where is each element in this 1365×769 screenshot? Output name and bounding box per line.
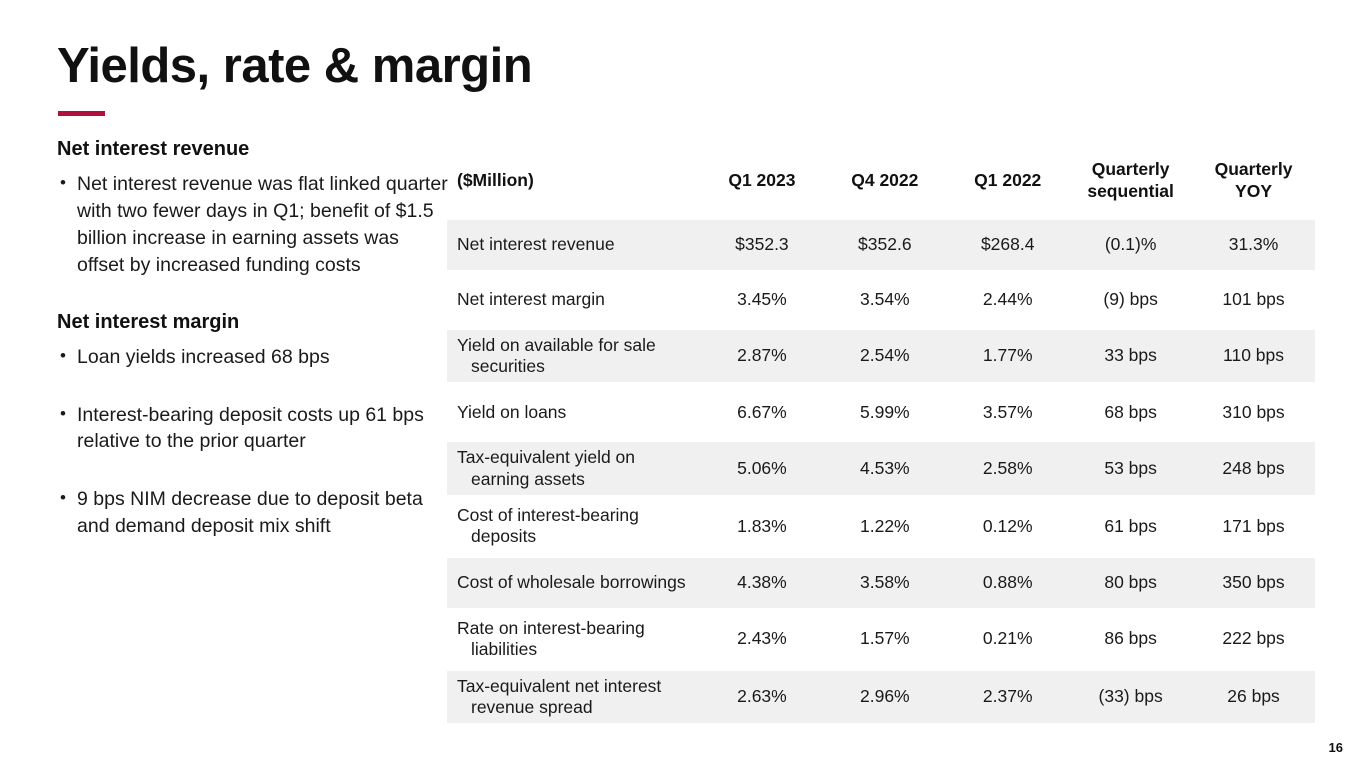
yields-table-body: Net interest revenue $352.3 $352.6 $268.4 (0… <box>447 219 1315 724</box>
section-net-interest-revenue: Net interest revenue Net interest revenu… <box>57 138 449 279</box>
row-value: 2.58% <box>946 442 1070 496</box>
row-value: 2.37% <box>946 670 1070 724</box>
row-value: 2.44% <box>946 274 1070 325</box>
table-row: Net interest revenue $352.3 $352.6 $268.4 (0… <box>447 219 1315 270</box>
table-row: Cost of wholesale borrowings 4.38% 3.58% 0.… <box>447 557 1315 608</box>
row-value: $268.4 <box>946 219 1070 270</box>
page-title: Yields, rate & margin <box>57 39 533 93</box>
table-row: Tax-equivalent net interest revenue spre… <box>447 670 1315 724</box>
row-value: 0.21% <box>946 612 1070 666</box>
table-row: Rate on interest-bearing liabilities 2.43… <box>447 612 1315 666</box>
row-label: Cost of wholesale borrowings <box>447 557 701 608</box>
row-value: 68 bps <box>1069 387 1193 438</box>
bullet-item: Loan yields increased 68 bps <box>57 344 449 371</box>
row-value: 2.54% <box>823 329 947 383</box>
row-value: 3.45% <box>700 274 824 325</box>
row-label: Yield on available for sale securities <box>447 329 701 383</box>
row-value: 2.96% <box>823 670 947 724</box>
bullet-item: 9 bps NIM decrease due to deposit beta a… <box>57 486 449 540</box>
col-header-quarterly-yoy: Quarterly YOY <box>1214 159 1293 201</box>
row-value: 171 bps <box>1192 500 1315 553</box>
yields-table: ($Million) Q1 2023 Q4 2022 Q1 2022 Quart… <box>447 148 1315 728</box>
section-net-interest-margin: Net interest margin Loan yields increase… <box>57 311 449 541</box>
row-label: Yield on loans <box>447 387 701 438</box>
row-value: 310 bps <box>1192 387 1315 438</box>
bullet-list: Loan yields increased 68 bps Interest-bea… <box>57 344 449 541</box>
row-label: Cost of interest-bearing deposits <box>447 500 701 553</box>
row-value: 5.99% <box>823 387 947 438</box>
row-value: 3.54% <box>823 274 947 325</box>
row-value: $352.3 <box>700 219 824 270</box>
row-value: 80 bps <box>1069 557 1193 608</box>
row-value: 53 bps <box>1069 442 1193 496</box>
row-value: 33 bps <box>1069 329 1193 383</box>
commentary-panel: Net interest revenue Net interest revenu… <box>57 138 449 572</box>
row-label: Net interest revenue <box>447 219 701 270</box>
table-row: Tax-equivalent yield on earning assets 5.… <box>447 442 1315 496</box>
col-header-q4-2022: Q4 2022 <box>851 169 919 190</box>
row-value: 248 bps <box>1192 442 1315 496</box>
row-value: 110 bps <box>1192 329 1315 383</box>
row-label: Net interest margin <box>447 274 701 325</box>
row-value: 5.06% <box>700 442 824 496</box>
row-value: 86 bps <box>1069 612 1193 666</box>
table-row: Yield on loans 6.67% 5.99% 3.57% 68 bps 310 b… <box>447 387 1315 438</box>
row-value: 1.77% <box>946 329 1070 383</box>
table-row: Yield on available for sale securities 2.… <box>447 329 1315 383</box>
col-header-q1-2023: Q1 2023 <box>728 169 796 190</box>
row-value: 2.63% <box>700 670 824 724</box>
row-value: 3.58% <box>823 557 947 608</box>
row-value: (0.1)% <box>1069 219 1193 270</box>
row-value: 4.38% <box>700 557 824 608</box>
row-label: Rate on interest-bearing liabilities <box>447 612 701 666</box>
row-label: Tax-equivalent net interest revenue spre… <box>447 670 701 724</box>
row-value: 1.57% <box>823 612 947 666</box>
page-number: 16 <box>1328 740 1343 755</box>
row-value: 2.43% <box>700 612 824 666</box>
bullet-list: Net interest revenue was flat linked qua… <box>57 171 449 279</box>
col-header-unit: ($Million) <box>457 169 534 190</box>
row-value: 6.67% <box>700 387 824 438</box>
row-value: (33) bps <box>1069 670 1193 724</box>
row-value: 2.87% <box>700 329 824 383</box>
table-row: Net interest margin 3.45% 3.54% 2.44% (9) bp… <box>447 274 1315 325</box>
title-accent-bar <box>58 111 105 116</box>
col-header-quarterly-sequential: Quarterly sequential <box>1087 159 1174 201</box>
row-value: 1.22% <box>823 500 947 553</box>
col-header-q1-2022: Q1 2022 <box>974 169 1042 190</box>
row-value: 26 bps <box>1192 670 1315 724</box>
row-value: 101 bps <box>1192 274 1315 325</box>
row-value: 222 bps <box>1192 612 1315 666</box>
section-heading: Net interest revenue <box>57 138 250 160</box>
row-label: Tax-equivalent yield on earning assets <box>447 442 701 496</box>
row-value: 4.53% <box>823 442 947 496</box>
row-value: 350 bps <box>1192 557 1315 608</box>
row-value: 61 bps <box>1069 500 1193 553</box>
bullet-item: Interest-bearing deposit costs up 61 bps… <box>57 402 449 456</box>
table-header-row: ($Million) Q1 2023 Q4 2022 Q1 2022 Quart… <box>447 153 1315 215</box>
row-value: $352.6 <box>823 219 947 270</box>
row-value: 0.12% <box>946 500 1070 553</box>
section-heading: Net interest margin <box>57 310 240 333</box>
bullet-item: Net interest revenue was flat linked qua… <box>57 171 449 279</box>
row-value: 1.83% <box>700 500 824 553</box>
row-value: 0.88% <box>946 557 1070 608</box>
table-row: Cost of interest-bearing deposits 1.83% 1.… <box>447 500 1315 553</box>
row-value: 31.3% <box>1192 219 1315 270</box>
row-value: 3.57% <box>946 387 1070 438</box>
row-value: (9) bps <box>1069 274 1193 325</box>
